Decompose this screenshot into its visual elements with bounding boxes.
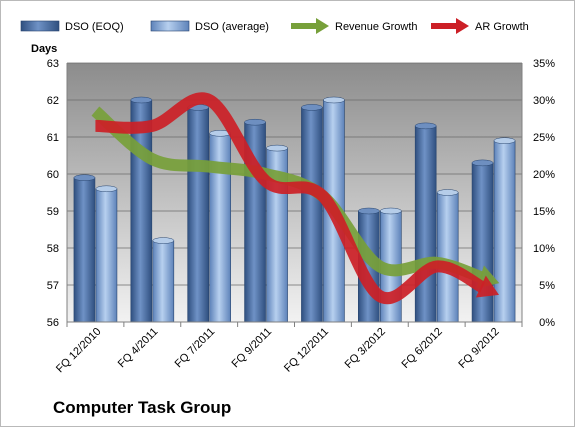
y-left-tick-label: 59 [47,206,59,218]
x-tick-label: FQ 7/2011 [173,326,218,371]
x-tick-label: FQ 9/2011 [230,326,275,371]
x-tick-label: FQ 4/2011 [116,326,161,371]
legend-swatch-arrow [456,18,469,34]
x-tick-label: FQ 9/2012 [456,326,501,371]
y-left-tick-label: 57 [47,280,59,292]
series-arrowhead [475,275,500,298]
bar [187,107,209,323]
bar-cap [130,96,153,104]
y-right-tick-label: 10% [533,243,555,255]
bar-cap [493,137,516,144]
bar-cap [244,118,266,126]
y-left-tick-label: 60 [47,169,59,181]
bar-cap [414,122,437,130]
y-left-tick-label: 62 [47,95,59,107]
x-tick-label: FQ 3/2012 [343,326,388,371]
y-left-tick-label: 61 [47,132,59,144]
bar-cap [358,207,380,215]
chart-title: Computer Task Group [53,398,232,417]
bar [152,240,175,323]
bar-cap [323,96,345,104]
legend-label: AR Growth [475,21,529,33]
y-axis-left-title: Days [31,43,57,55]
legend-swatch-arrow [316,18,329,34]
bar-cap [380,207,402,215]
x-tick-label: FQ 12/2010 [54,326,104,376]
bar-cap [436,189,459,196]
bar-cap [73,174,96,181]
y-right-tick-label: 0% [539,317,555,329]
y-right-tick-label: 35% [533,58,555,70]
bar-cap [301,104,323,111]
legend-label: DSO (EOQ) [65,21,124,33]
legend-swatch [20,20,60,32]
growth-lines [91,92,500,305]
legend-label: Revenue Growth [335,21,418,33]
x-tick-label: FQ 6/2012 [400,326,445,371]
y-right-tick-label: 5% [539,280,555,292]
legend-label: DSO (average) [195,21,269,33]
bar-cap [95,185,118,193]
legend-swatch [150,20,190,32]
bar [301,107,323,323]
bar [414,125,437,323]
y-right-tick-label: 25% [533,132,555,144]
series-line [95,92,486,305]
bar-cap [152,237,175,244]
y-left-tick-label: 58 [47,243,59,255]
bar-cap [266,144,288,152]
y-left-tick-label: 56 [47,317,59,329]
y-right-tick-label: 30% [533,95,555,107]
bar [73,177,96,323]
y-right-tick-label: 20% [533,169,555,181]
bar-cap [471,159,494,167]
y-right-tick-label: 15% [533,206,555,218]
x-tick-label: FQ 12/2011 [282,326,331,375]
y-left-tick-label: 63 [47,58,59,70]
bar [471,162,494,323]
bar [95,188,118,323]
legend: DSO (EOQ) DSO (average) Revenue Growth AR G… [20,18,529,34]
